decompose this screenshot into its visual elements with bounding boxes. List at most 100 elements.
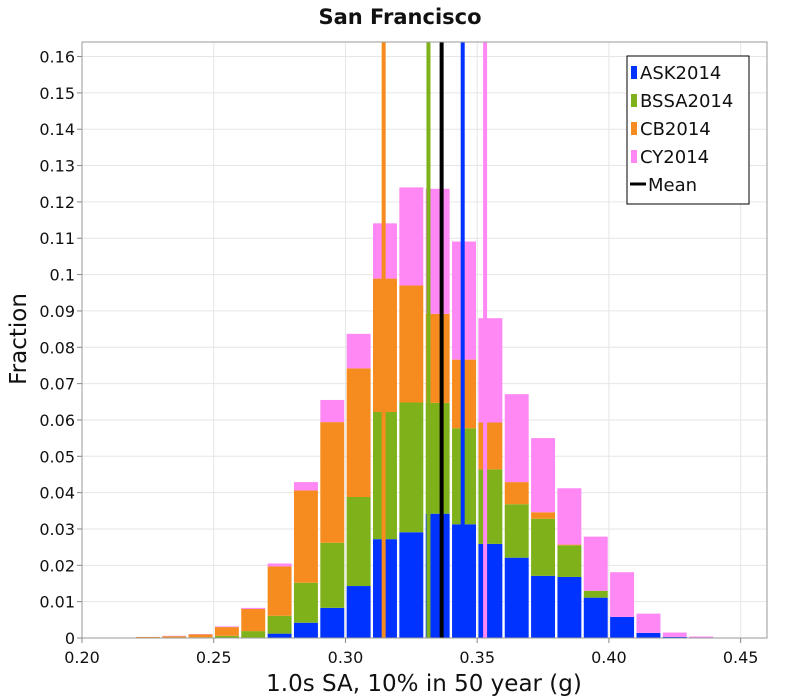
x-axis-title: 1.0s SA, 10% in 50 year (g) [266,671,582,697]
x-tick-label: 0.30 [328,648,364,667]
x-tick-label: 0.25 [196,648,232,667]
bar-ask2014 [346,586,371,638]
mean-lines [381,42,488,638]
y-tick-label: 0.08 [39,338,75,357]
x-tick-label: 0.35 [459,648,495,667]
bar-cb2014 [399,285,424,403]
legend-label: ASK2014 [640,63,721,84]
legend-label: CB2014 [640,119,711,140]
legend-item-mean: Mean [630,175,697,196]
bar-cy2014 [636,613,661,633]
bar-cy2014 [293,482,318,491]
bar-cb2014 [478,422,503,470]
bar-cb2014 [557,544,582,546]
bar-ask2014 [531,575,556,638]
bar-cy2014 [241,607,266,609]
y-tick-label: 0 [65,629,75,648]
y-axis-title: Fraction [6,293,32,385]
y-tick-label: 0.04 [39,484,75,503]
y-tick-label: 0.02 [39,556,75,575]
bar-bssa2014 [557,545,582,577]
bar-ask2014 [399,532,424,638]
y-tick-label: 0.15 [39,84,75,103]
bar-ask2014 [583,597,608,638]
bar-cy2014 [346,333,371,369]
bar-cy2014 [214,626,239,628]
y-tick-label: 0.03 [39,520,75,539]
legend-item-cy2014: CY2014 [631,147,709,168]
bar-cb2014 [214,627,239,636]
legend: ASK2014 BSSA2014 CB2014 CY2014 Mean [626,55,750,205]
bar-cb2014 [135,636,160,638]
bar-cb2014 [531,512,556,519]
bar-cb2014 [346,368,371,497]
bar-bssa2014 [241,631,266,638]
legend-swatch [631,122,637,135]
bar-ask2014 [636,632,661,638]
bar-cy2014 [399,187,424,286]
legend-swatch [631,66,637,79]
bar-cy2014 [425,188,450,314]
bar-ask2014 [662,636,687,638]
bar-ask2014 [557,576,582,638]
y-tick-label: 0.06 [39,411,75,430]
bar-ask2014 [267,633,292,638]
legend-swatch [631,94,637,107]
y-tick-label: 0.14 [39,120,75,139]
chart-title: San Francisco [318,5,481,29]
bar-cy2014 [320,399,345,423]
bar-bssa2014 [531,518,556,576]
bar-bssa2014 [478,469,503,544]
bar-cy2014 [662,632,687,637]
y-tick-label: 0.05 [39,447,75,466]
bar-cb2014 [320,422,345,543]
bar-bssa2014 [583,590,608,598]
legend-item-cb2014: CB2014 [631,119,711,140]
bar-cy2014 [504,394,529,483]
x-tick-label: 0.40 [591,648,627,667]
legend-label: BSSA2014 [640,91,733,112]
bar-cy2014 [610,572,635,617]
y-tick-label: 0.01 [39,593,75,612]
bar-cb2014 [241,608,266,632]
bar-ask2014 [320,607,345,638]
bar-cb2014 [293,490,318,583]
bar-ask2014 [478,543,503,638]
bar-ask2014 [293,622,318,638]
bar-bssa2014 [346,496,371,587]
y-tick-label: 0.12 [39,193,75,212]
bar-bssa2014 [504,504,529,558]
bar-cy2014 [531,438,556,513]
bar-cy2014 [267,563,292,567]
bar-ask2014 [504,557,529,638]
bar-cb2014 [162,636,187,638]
bar-bssa2014 [293,582,318,623]
y-tick-label: 0.13 [39,157,75,176]
x-tick-label: 0.20 [64,648,100,667]
legend-item-bssa2014: BSSA2014 [631,91,733,112]
y-tick-label: 0.16 [39,48,75,67]
y-tick-label: 0.11 [39,229,75,248]
legend-box [626,55,750,205]
bar-cy2014 [478,318,503,423]
legend-label: Mean [648,175,697,196]
bar-bssa2014 [399,402,424,533]
legend-swatch [631,150,637,163]
bar-cy2014 [689,636,714,638]
bar-bssa2014 [214,635,239,638]
plot-area-frame [81,41,768,639]
x-axis-ticks: 0.20 0.25 0.30 0.35 0.40 0.45 [64,638,758,667]
y-tick-label: 0.09 [39,302,75,321]
bar-bssa2014 [425,402,450,514]
bar-cb2014 [188,634,213,638]
x-tick-label: 0.45 [723,648,759,667]
bar-cb2014 [267,566,292,616]
bar-layer [109,187,740,638]
bar-bssa2014 [267,615,292,634]
y-tick-label: 0.1 [50,266,75,285]
legend-label: CY2014 [640,147,709,168]
bar-cy2014 [583,536,608,591]
legend-item-ask2014: ASK2014 [631,63,721,84]
y-axis-ticks: 0 0.01 0.02 0.03 0.04 0.05 0.06 0.07 0.08 0.09 0.1… [39,48,82,648]
